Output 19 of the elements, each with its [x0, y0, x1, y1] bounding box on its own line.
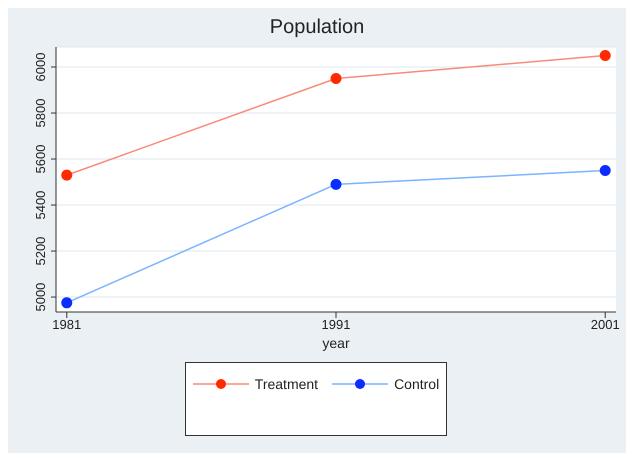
point — [600, 165, 611, 176]
legend-label: Control — [394, 376, 440, 392]
y-tick-label: 5800 — [33, 98, 48, 128]
y-tick-label: 6000 — [33, 52, 48, 82]
point — [61, 297, 72, 308]
x-tick-label: 1981 — [52, 317, 82, 332]
legend-label: Treatment — [254, 376, 318, 392]
point — [330, 178, 342, 190]
x-tick-label: 2001 — [590, 317, 620, 332]
point — [61, 170, 72, 181]
point — [330, 73, 342, 84]
point — [600, 50, 611, 62]
x-tick-label: 1991 — [322, 317, 350, 332]
y-tick-label: 5200 — [33, 236, 48, 266]
y-tick-label: 5400 — [33, 190, 48, 220]
y-tick-label: 5000 — [33, 282, 48, 312]
y-tick-label: 5600 — [33, 144, 48, 174]
x-axis-title: year — [322, 335, 350, 351]
chart-title: Population — [268, 16, 366, 39]
